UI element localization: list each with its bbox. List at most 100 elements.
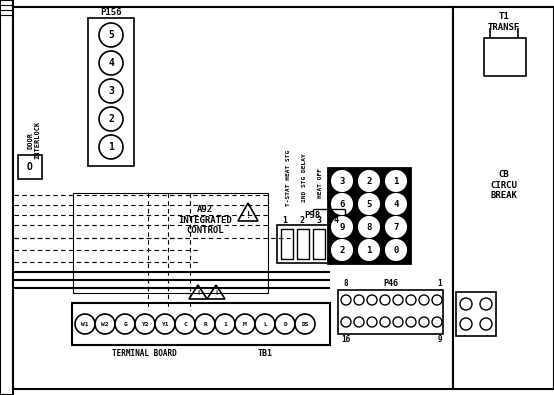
Circle shape <box>135 314 155 334</box>
Text: !: ! <box>214 290 218 296</box>
Text: 7: 7 <box>393 222 399 231</box>
Circle shape <box>367 295 377 305</box>
Text: DS: DS <box>301 322 309 327</box>
Circle shape <box>295 314 315 334</box>
Circle shape <box>380 295 390 305</box>
Text: Y2: Y2 <box>141 322 149 327</box>
Circle shape <box>332 171 352 191</box>
Text: 1: 1 <box>283 216 288 224</box>
Text: M: M <box>243 322 247 327</box>
Text: 1: 1 <box>223 322 227 327</box>
Circle shape <box>380 317 390 327</box>
Text: W2: W2 <box>101 322 109 327</box>
Text: 3: 3 <box>316 216 321 224</box>
Text: 1: 1 <box>108 142 114 152</box>
Text: 9: 9 <box>339 222 345 231</box>
Text: 4: 4 <box>334 216 338 224</box>
Circle shape <box>359 171 379 191</box>
Circle shape <box>255 314 275 334</box>
Circle shape <box>406 317 416 327</box>
Bar <box>18 155 42 179</box>
Circle shape <box>419 317 429 327</box>
Text: C: C <box>183 322 187 327</box>
Circle shape <box>99 107 123 131</box>
Circle shape <box>341 295 351 305</box>
Text: 2: 2 <box>300 216 305 224</box>
Text: CB
CIRCU
BREAK: CB CIRCU BREAK <box>490 170 517 200</box>
Text: 4: 4 <box>108 58 114 68</box>
Text: 6: 6 <box>339 199 345 209</box>
Text: A92
INTEGRATED
CONTROL: A92 INTEGRATED CONTROL <box>178 205 232 235</box>
Text: 3: 3 <box>339 177 345 186</box>
Bar <box>0 0 13 395</box>
Circle shape <box>419 295 429 305</box>
Text: 0: 0 <box>393 246 399 254</box>
Text: 5: 5 <box>108 30 114 40</box>
Circle shape <box>386 240 406 260</box>
Circle shape <box>359 217 379 237</box>
Circle shape <box>354 295 364 305</box>
Bar <box>72 303 330 345</box>
Circle shape <box>386 217 406 237</box>
Circle shape <box>460 298 472 310</box>
Circle shape <box>332 240 352 260</box>
Bar <box>338 290 443 334</box>
Text: 2: 2 <box>366 177 372 186</box>
Text: 16: 16 <box>341 335 351 344</box>
Bar <box>281 229 293 259</box>
Text: R: R <box>203 322 207 327</box>
Circle shape <box>341 317 351 327</box>
Bar <box>328 168 410 263</box>
Circle shape <box>99 23 123 47</box>
Text: 9: 9 <box>438 335 442 344</box>
Circle shape <box>386 194 406 214</box>
Text: P156: P156 <box>100 8 122 17</box>
Text: TERMINAL BOARD: TERMINAL BOARD <box>112 348 177 357</box>
Text: 1: 1 <box>366 246 372 254</box>
Text: P58: P58 <box>304 211 320 220</box>
Circle shape <box>432 295 442 305</box>
Bar <box>484 38 526 76</box>
Text: DOOR
INTERLOCK: DOOR INTERLOCK <box>28 121 40 159</box>
Bar <box>456 292 496 336</box>
Bar <box>297 229 309 259</box>
Text: 8: 8 <box>343 280 348 288</box>
Text: L: L <box>263 322 267 327</box>
Circle shape <box>406 295 416 305</box>
Circle shape <box>359 240 379 260</box>
Circle shape <box>155 314 175 334</box>
Text: T-STAT HEAT STG: T-STAT HEAT STG <box>285 150 290 206</box>
Circle shape <box>460 318 472 330</box>
Bar <box>73 193 268 293</box>
Circle shape <box>175 314 195 334</box>
Text: G: G <box>123 322 127 327</box>
Circle shape <box>367 317 377 327</box>
Bar <box>88 18 134 166</box>
Circle shape <box>432 317 442 327</box>
Circle shape <box>359 194 379 214</box>
Text: !: ! <box>196 290 200 296</box>
Text: TB1: TB1 <box>258 348 273 357</box>
Circle shape <box>480 318 492 330</box>
Text: W1: W1 <box>81 322 89 327</box>
Text: 1: 1 <box>438 280 442 288</box>
Circle shape <box>99 51 123 75</box>
Circle shape <box>99 135 123 159</box>
Circle shape <box>386 171 406 191</box>
Circle shape <box>235 314 255 334</box>
Bar <box>13 7 453 389</box>
Text: Y1: Y1 <box>161 322 169 327</box>
Polygon shape <box>207 285 225 299</box>
Bar <box>329 229 341 259</box>
Circle shape <box>215 314 235 334</box>
Text: T1
TRANSF: T1 TRANSF <box>488 12 520 32</box>
Circle shape <box>480 298 492 310</box>
Circle shape <box>195 314 215 334</box>
Bar <box>313 229 325 259</box>
Circle shape <box>393 295 403 305</box>
Text: 2ND STG DELAY: 2ND STG DELAY <box>301 154 306 202</box>
Text: O: O <box>27 162 33 172</box>
Bar <box>453 7 554 389</box>
Circle shape <box>275 314 295 334</box>
Circle shape <box>354 317 364 327</box>
